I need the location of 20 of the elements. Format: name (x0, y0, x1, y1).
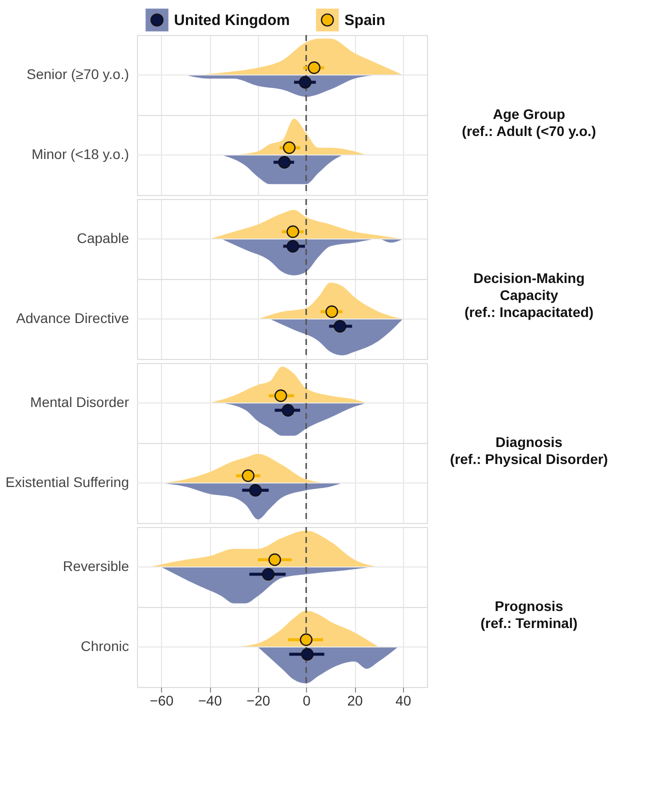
y-axis-title: Chronic (80, 638, 129, 654)
y-axis-title: Existential Suffering (6, 474, 129, 490)
text: Decision-Making Capacity (ref.: Incapacitated) (464, 270, 594, 320)
y-axis-title: Mental Disorder (30, 394, 130, 410)
y-axis-title: Reversible (62, 558, 130, 574)
x-tick-label: 0 (302, 692, 311, 708)
text: Age Group (ref.: Adult (<70 y.o.) (462, 106, 596, 139)
y-axis-title: Senior (≥70 y.o.) (26, 66, 129, 82)
x-tick-label: 40 (396, 692, 412, 708)
legend-label: Spain (344, 12, 386, 29)
y-axis-title: Capable (76, 230, 130, 246)
x-tick-label: −40 (198, 692, 222, 708)
y-axis-title: Advance Directive (16, 310, 130, 326)
text: Diagnosis (ref.: Physical Disorder) (450, 434, 608, 467)
x-tick-label: −60 (150, 692, 174, 708)
text: Prognosis (ref.: Terminal) (480, 598, 578, 631)
y-axis-title: Minor (<18 y.o.) (32, 146, 129, 162)
x-tick-label: −20 (246, 692, 270, 708)
legend-label: United Kingdom (174, 12, 290, 29)
x-tick-label: 20 (347, 692, 363, 708)
